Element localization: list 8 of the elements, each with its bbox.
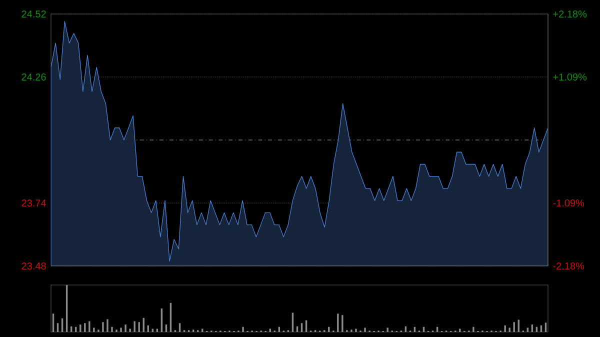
y2-tick-label: +2.18%: [553, 10, 587, 18]
y2-tick-label: +1.09%: [553, 73, 587, 81]
y-tick-label: 24.26: [22, 73, 46, 81]
y2-tick-label: -1.09%: [553, 199, 584, 207]
y-tick-label: 24.52: [22, 10, 46, 18]
y-tick-label: 23.48: [22, 262, 46, 270]
y-tick-label: 23.74: [22, 199, 46, 207]
y2-tick-label: -2.18%: [553, 262, 584, 270]
